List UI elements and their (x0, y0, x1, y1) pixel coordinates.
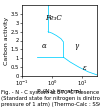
Text: ε: ε (83, 64, 87, 72)
X-axis label: P (N₂) (in atm): P (N₂) (in atm) (37, 90, 82, 94)
Text: Fig. - N - C system at 570°C Presence of cementite    n/a
(Standard state for ni: Fig. - N - C system at 570°C Presence of… (1, 90, 100, 107)
Text: γ: γ (74, 42, 78, 50)
Y-axis label: Carbon activity: Carbon activity (4, 16, 9, 65)
Text: α: α (41, 42, 46, 50)
Text: Fe₃C: Fe₃C (45, 14, 62, 22)
